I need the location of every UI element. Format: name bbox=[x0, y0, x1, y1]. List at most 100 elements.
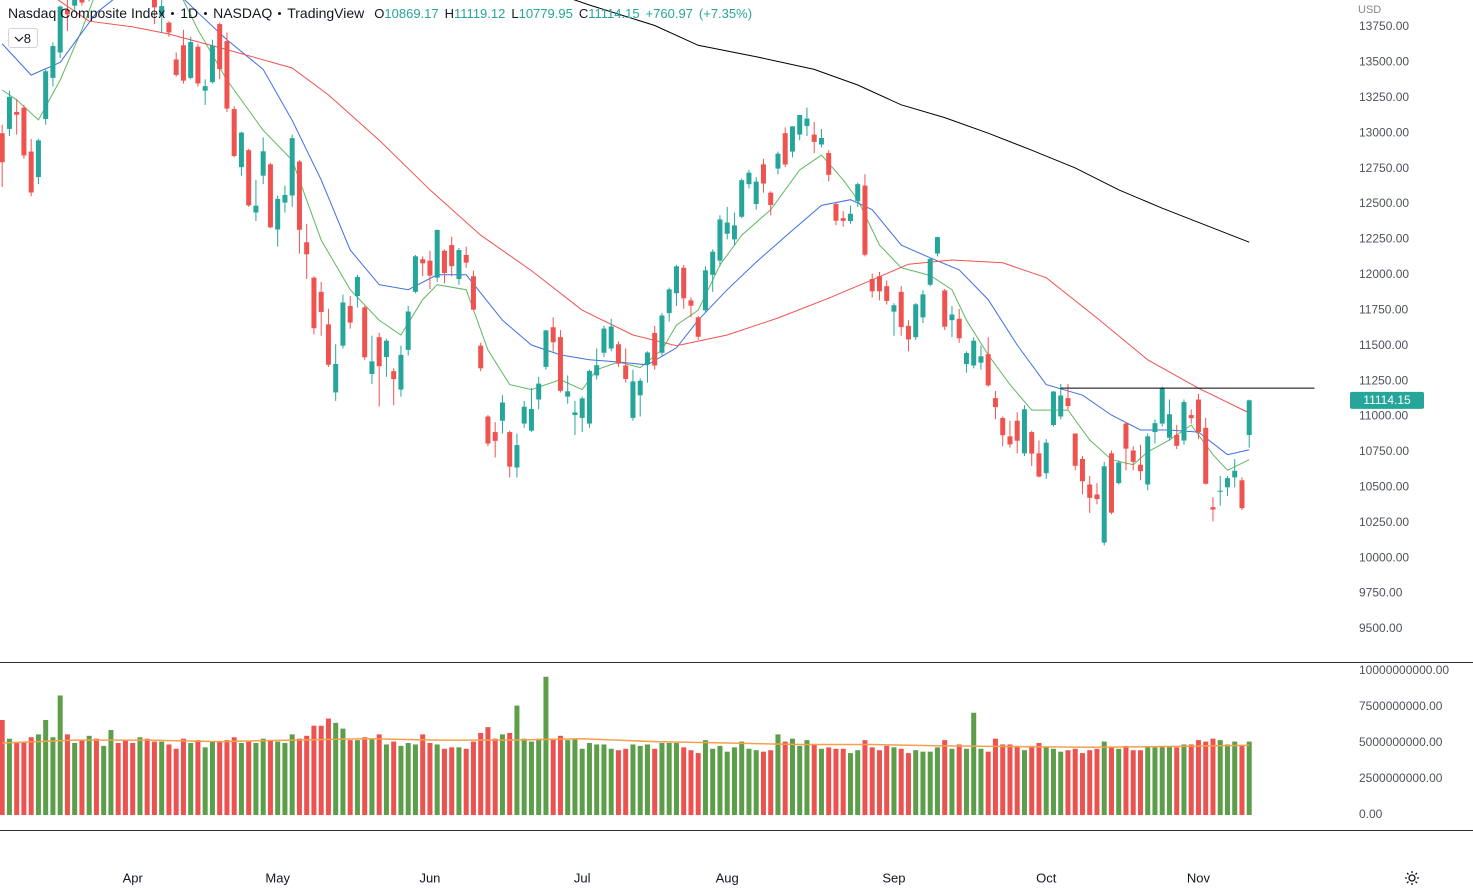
candle-body bbox=[369, 361, 375, 374]
candle-body bbox=[260, 151, 266, 176]
candle-body bbox=[659, 315, 665, 353]
candle-body bbox=[238, 132, 244, 168]
candle-body bbox=[21, 107, 27, 156]
indicators-toggle[interactable]: 8 bbox=[8, 28, 38, 48]
candle-body bbox=[1050, 391, 1056, 425]
volume-bar bbox=[644, 744, 650, 816]
candle-body bbox=[601, 328, 607, 353]
candle-body bbox=[702, 270, 708, 311]
candle-body bbox=[1108, 453, 1114, 513]
volume-bar bbox=[441, 748, 447, 816]
volume-bar bbox=[565, 740, 571, 816]
candle-body bbox=[768, 192, 774, 205]
volume-bar bbox=[1101, 741, 1107, 816]
legend-header: Nasdaq Composite Index 1D NASDAQ Trading… bbox=[8, 5, 758, 21]
volume-bar bbox=[1239, 745, 1245, 816]
volume-bar bbox=[1079, 753, 1085, 816]
volume-bar bbox=[499, 734, 505, 816]
candle-body bbox=[1181, 402, 1187, 441]
candle-body bbox=[173, 59, 179, 75]
volume-bar bbox=[688, 750, 694, 816]
volume-bar bbox=[391, 741, 397, 816]
ohlc-label: O bbox=[374, 5, 385, 21]
candle-body bbox=[1043, 442, 1049, 474]
candle-body bbox=[963, 353, 969, 365]
candle-body bbox=[1000, 417, 1006, 436]
volume-bar bbox=[485, 727, 491, 816]
volume-bar bbox=[673, 743, 679, 816]
volume-bar bbox=[72, 743, 78, 816]
volume-bar bbox=[1058, 751, 1064, 816]
volume-bar bbox=[137, 737, 143, 816]
volume-bar bbox=[913, 750, 919, 816]
candle-body bbox=[427, 260, 433, 276]
volume-bar bbox=[333, 722, 339, 816]
separator bbox=[278, 11, 282, 15]
volume-bar bbox=[173, 748, 179, 816]
volume-bar bbox=[1210, 738, 1216, 816]
y-tick-label: 11250.00 bbox=[1359, 373, 1408, 387]
y-tick-label: 10000.00 bbox=[1359, 550, 1409, 564]
candle-body bbox=[818, 137, 824, 145]
volume-bar bbox=[601, 744, 607, 816]
y-tick-label: 12000.00 bbox=[1359, 267, 1409, 281]
settings-icon[interactable] bbox=[1405, 871, 1419, 885]
candle-body bbox=[826, 152, 832, 175]
volume-bar bbox=[1021, 750, 1027, 816]
volume-bar bbox=[789, 738, 795, 816]
candle-body bbox=[985, 354, 991, 386]
candle-body bbox=[1217, 490, 1223, 492]
candle-body bbox=[644, 352, 650, 365]
volume-bar bbox=[195, 740, 201, 816]
volume-bar bbox=[362, 737, 368, 816]
volume-bar bbox=[1036, 743, 1042, 816]
ohlc-label: H bbox=[444, 5, 455, 21]
candle-body bbox=[412, 256, 418, 292]
candle-body bbox=[1188, 415, 1194, 419]
candle-body bbox=[927, 258, 933, 285]
volume-bar bbox=[963, 748, 969, 816]
candle-body bbox=[536, 383, 542, 400]
y-tick-label: 11500.00 bbox=[1359, 338, 1408, 352]
candle-body bbox=[1123, 423, 1129, 449]
candle-body bbox=[833, 203, 839, 221]
volume-bar bbox=[1159, 745, 1165, 816]
candle-body bbox=[710, 251, 716, 275]
volume-bar bbox=[115, 743, 121, 816]
candle-body bbox=[362, 307, 368, 358]
volume-bar bbox=[760, 751, 766, 816]
x-tick-label: Aug bbox=[716, 870, 739, 885]
candle-body bbox=[1101, 466, 1107, 543]
volume-bar bbox=[166, 744, 172, 816]
candle-body bbox=[1203, 427, 1209, 484]
volume-bar bbox=[804, 740, 810, 816]
candle-body bbox=[1145, 436, 1151, 485]
y-tick-label: 11750.00 bbox=[1359, 302, 1408, 316]
ohlc-value: 10869.17 bbox=[384, 5, 439, 21]
candle-body bbox=[1079, 458, 1085, 482]
volume-bar bbox=[507, 732, 513, 816]
ohlc-value: 11119.12 bbox=[454, 5, 506, 21]
volume-bar bbox=[238, 743, 244, 816]
candle-body bbox=[1232, 470, 1238, 478]
volume-bar bbox=[731, 747, 737, 816]
candle-body bbox=[1072, 433, 1078, 466]
exchange: NASDAQ bbox=[213, 5, 273, 21]
volume-bar bbox=[768, 750, 774, 816]
y-tick-label: 10750.00 bbox=[1359, 444, 1409, 458]
candle-body bbox=[1239, 480, 1245, 509]
volume-tick-label: 0.00 bbox=[1359, 807, 1383, 821]
candle-body bbox=[666, 289, 672, 314]
volume-bar bbox=[50, 737, 56, 816]
candle-body bbox=[1195, 399, 1201, 433]
moving-average bbox=[573, 0, 1250, 243]
separator bbox=[204, 11, 208, 15]
volume-bar bbox=[311, 725, 317, 816]
candle-body bbox=[1021, 409, 1027, 454]
chevron bbox=[14, 36, 24, 42]
currency[interactable]: USD bbox=[1358, 4, 1381, 16]
volume-bar bbox=[64, 734, 70, 816]
volume-bar bbox=[934, 747, 940, 816]
ohlc-label: L bbox=[511, 5, 519, 21]
candle-body bbox=[789, 126, 795, 152]
